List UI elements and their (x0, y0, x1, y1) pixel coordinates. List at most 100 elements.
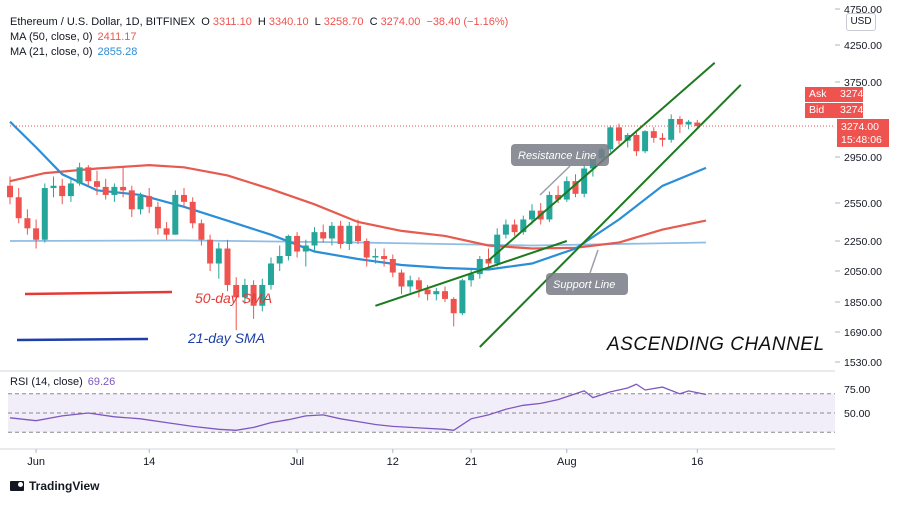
candle-down (128, 185, 135, 217)
candle-down (181, 188, 187, 207)
candle-up (241, 278, 248, 304)
candle-body (189, 201, 196, 224)
sma50-legend-swatch (24, 290, 173, 296)
candle-down (59, 178, 66, 205)
rsi-value: 69.26 (87, 376, 116, 388)
candle-up (215, 242, 222, 279)
sma21-annotation: 21-day SMA (187, 330, 265, 346)
candle-up (346, 222, 353, 250)
ma50-value: 2411.17 (97, 31, 137, 43)
time-tick-label: 12 (387, 456, 399, 468)
support-trendline (479, 84, 742, 348)
candle-body (659, 137, 666, 140)
candle-down (198, 219, 205, 246)
candle-body (511, 224, 518, 233)
candle-body (320, 232, 327, 239)
candle-down (233, 277, 240, 331)
candle-body (555, 194, 562, 200)
candle-up (268, 257, 274, 290)
candle-body (676, 118, 683, 125)
candle-down (33, 219, 40, 249)
candle-up (668, 114, 675, 143)
candle-body (407, 280, 414, 287)
candle-up (520, 215, 527, 235)
candle-down (650, 127, 657, 143)
high-value: 3340.10 (268, 16, 309, 28)
candle-body (616, 127, 622, 141)
candle-up (328, 222, 335, 246)
candle-down (146, 188, 153, 214)
time-tick-label: Jun (27, 456, 45, 468)
candle-up (494, 228, 501, 267)
candle-body (381, 256, 388, 259)
candle-body (450, 298, 457, 314)
candle-up (259, 278, 266, 312)
candle-body (650, 131, 657, 138)
candle-up (111, 183, 118, 202)
candle-down (337, 220, 344, 249)
time-tick-label: Aug (557, 456, 577, 468)
candle-down (415, 277, 422, 298)
price-tick-label: 1530.00 (844, 357, 882, 369)
candle-body (94, 181, 100, 187)
candle-body (398, 272, 405, 287)
channel-lower-trendline (375, 240, 568, 307)
candle-up (276, 245, 283, 271)
low-value: 3258.70 (323, 16, 364, 28)
resistance-callout-box (511, 144, 609, 166)
candle-up (372, 248, 379, 264)
candle-down (616, 123, 622, 145)
candle-body (468, 274, 475, 281)
candle-down (154, 201, 161, 235)
candle-body (294, 235, 301, 252)
candle-up (459, 278, 466, 316)
candle-body (154, 206, 161, 229)
candle-body (172, 194, 179, 235)
candle-body (215, 248, 222, 264)
rsi-tick-label: 50.00 (844, 408, 870, 420)
candle-body (529, 210, 535, 220)
support-callout-box (546, 273, 628, 295)
sma50-annotation: 50-day SMA (195, 290, 272, 306)
bid-tag-box (805, 103, 863, 118)
candle-up (285, 234, 292, 261)
change-value: −38.40 (−1.16%) (426, 16, 509, 28)
open-value: 3311.10 (212, 16, 252, 28)
rsi-tick-label: 75.00 (844, 384, 870, 396)
resistance-callout-label: Resistance Line (518, 150, 596, 162)
tradingview-logo: TradingView (10, 479, 99, 493)
time-tick-label: 21 (465, 456, 477, 468)
sma21-legend-swatch (16, 337, 149, 342)
rsi-legend: RSI (14, close) 69.26 (10, 376, 118, 388)
candle-body (685, 121, 692, 125)
candle-down (94, 170, 100, 195)
candle-body (224, 248, 231, 285)
price-tick-label: 1850.00 (844, 297, 882, 309)
ask-tag-box (805, 87, 863, 102)
candle-up (581, 165, 588, 198)
candle-down (398, 269, 405, 295)
candle-down (363, 238, 370, 267)
currency-button[interactable]: USD (846, 13, 876, 31)
ma50-label: MA (50, close, 0) (10, 31, 93, 43)
candle-down (24, 209, 31, 235)
candle-body (363, 241, 370, 258)
candle-up (302, 239, 309, 267)
candle-body (259, 284, 266, 306)
candle-body (15, 197, 22, 219)
candle-up (407, 275, 414, 293)
resistance-callout-pointer (539, 165, 571, 196)
candle-body (372, 256, 379, 258)
symbol-name: Ethereum / U.S. Dollar, 1D, BITFINEX (10, 16, 196, 28)
candle-body (581, 168, 588, 194)
candle-down (250, 280, 257, 319)
candle-body (302, 245, 309, 252)
tradingview-logo-icon (10, 481, 24, 491)
candle-up (50, 176, 57, 198)
candle-up (433, 288, 440, 301)
candle-body (494, 234, 501, 264)
candle-body (198, 223, 205, 240)
price-tick-label: 1690.00 (844, 327, 882, 339)
candle-down (320, 224, 327, 243)
